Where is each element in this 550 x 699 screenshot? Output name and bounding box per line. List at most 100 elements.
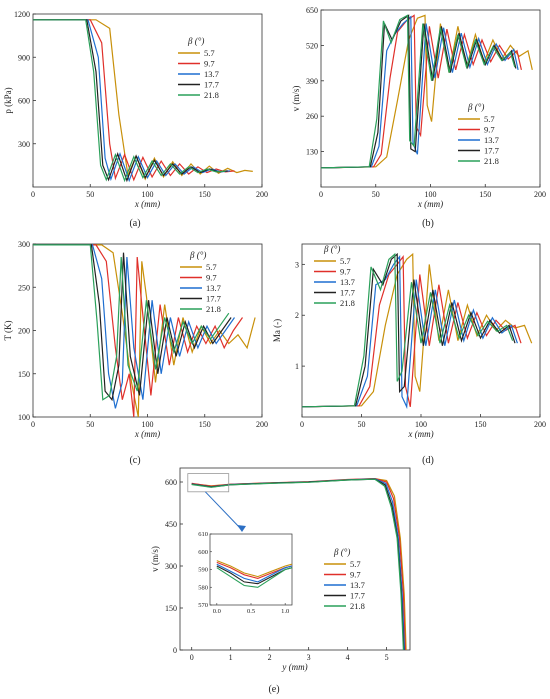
series-line [321,14,516,169]
x-tick-label: 100 [142,190,154,199]
x-tick-label: 0 [319,190,323,199]
x-tick-label: 200 [534,190,546,199]
y-axis-label: v (m/s) [150,546,160,572]
panel-label: (a) [129,218,140,229]
legend-entry: 13.7 [340,277,355,287]
series-line [302,252,514,408]
x-tick-label: 200 [534,420,546,429]
y-tick-label: 390 [306,77,318,86]
inset-y-tick-label: 590 [198,567,208,574]
y-tick-label: 100 [18,413,30,422]
inset-series-line [216,560,293,578]
legend-entry: 9.7 [204,59,215,69]
inset-x-tick-label: 0.0 [213,608,221,615]
series-line [191,478,404,650]
inset-series-line [216,567,293,588]
x-tick-label: 100 [415,420,427,429]
y-tick-label: 130 [306,148,318,157]
zoom-region-box [187,473,230,493]
series-line [302,254,522,408]
y-tick-label: 250 [18,283,30,292]
legend-entry: 17.7 [484,146,499,156]
legend-title: β (°) [467,102,484,112]
inset-x-tick-label: 0.5 [247,608,255,615]
legend-entry: 9.7 [350,570,361,580]
x-tick-label: 150 [199,190,211,199]
y-tick-label: 300 [165,562,177,571]
legend-entry: 9.7 [340,267,351,277]
inset-y-tick-label: 600 [198,549,208,556]
y-tick-label: 3 [295,260,299,269]
plot-frame [179,467,411,651]
x-tick-label: 3 [307,653,311,662]
inset-y-tick-label: 610 [198,531,208,538]
x-tick-label: 200 [256,420,268,429]
legend-entry: 17.7 [340,288,355,298]
series-line [33,19,226,183]
y-tick-label: 300 [18,140,30,149]
panel-label: (b) [422,218,434,229]
series-line [321,15,519,169]
y-tick-label: 1 [295,362,299,371]
legend-title: β (°) [189,250,206,260]
panel-label: (c) [129,455,140,466]
x-tick-label: 50 [86,190,94,199]
legend-entry: 17.7 [350,591,365,601]
y-axis-label: v (m/s) [291,86,301,112]
legend-entry: 21.8 [340,298,355,308]
legend-entry: 5.7 [206,262,217,272]
chart-panel: 0 50 100 150 200 300 600 900 1200 x (mm) p (kPa) (a… [3,10,268,229]
inset-x-tick-label: 1.0 [281,608,289,615]
y-tick-label: 2 [295,311,299,320]
legend-entry: 13.7 [206,283,221,293]
x-tick-label: 200 [256,190,268,199]
series-line [33,244,235,409]
series-line [302,252,533,408]
x-axis-label: y (mm) [281,662,307,672]
x-tick-label: 0 [31,420,35,429]
x-tick-label: 0 [300,420,304,429]
panel-label: (e) [268,684,279,695]
legend-entry: 9.7 [484,125,495,135]
y-tick-label: 200 [18,327,30,336]
inset-y-tick-label: 570 [198,602,208,609]
plot-frame [32,243,263,418]
x-axis-label: x (mm) [134,429,160,439]
legend-title: β (°) [323,244,340,254]
x-tick-label: 0 [190,653,194,662]
legend-title: β (°) [333,547,350,557]
legend-entry: 21.8 [350,601,365,611]
inset-series-line [216,563,293,583]
x-axis-label: x (mm) [134,199,160,209]
legend-entry: 13.7 [350,580,365,590]
legend-entry: 21.8 [206,304,221,314]
legend-entry: 13.7 [204,69,219,79]
y-tick-label: 520 [306,41,318,50]
legend-entry: 9.7 [206,273,217,283]
series-line [33,19,230,183]
y-tick-label: 650 [306,6,318,15]
x-tick-label: 5 [385,653,389,662]
y-axis-label: p (kPa) [3,87,13,113]
y-tick-label: 150 [18,370,30,379]
plot-frame [32,13,263,188]
y-axis-label: T (K) [3,320,13,340]
y-tick-label: 150 [165,604,177,613]
legend-entry: 17.7 [206,294,221,304]
x-tick-label: 150 [479,190,491,199]
zoom-arrow [204,491,243,531]
x-axis-label: x (mm) [417,199,443,209]
y-tick-label: 600 [18,97,30,106]
chart-panel: 0 50 100 150 200 100 150 200 250 300 x (mm) T (K) (c… [3,240,268,466]
series-line [33,19,253,181]
x-tick-label: 0 [31,190,35,199]
legend-entry: 5.7 [340,256,351,266]
y-tick-label: 600 [165,478,177,487]
panel-label: (d) [422,455,434,466]
x-tick-label: 4 [346,653,350,662]
legend-entry: 5.7 [204,48,215,58]
x-tick-label: 50 [372,190,380,199]
inset-plot: 0.0 0.5 1.0 570 580 590 600 610 [198,531,293,615]
